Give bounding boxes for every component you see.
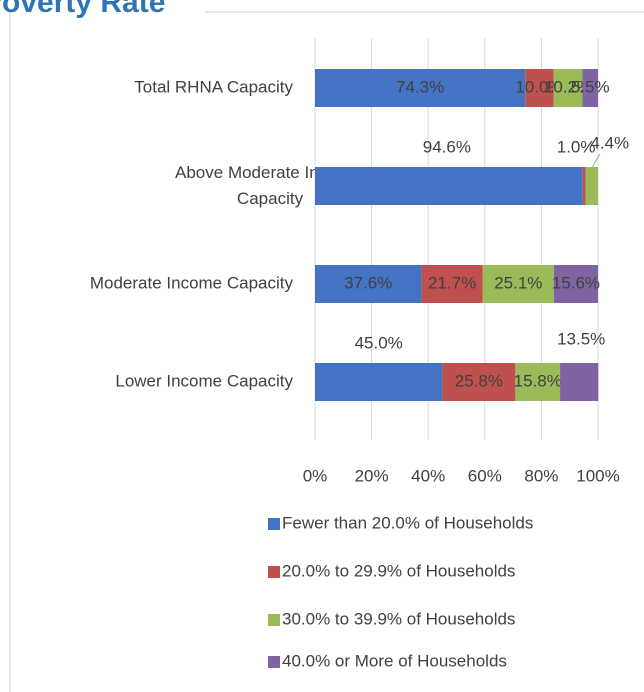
bar-segment: [582, 167, 586, 205]
bar-segment: [315, 167, 583, 205]
x-tick-label: 0%: [303, 466, 328, 485]
x-tick-label: 40%: [411, 466, 445, 485]
data-label: 45.0%: [355, 333, 403, 352]
data-label: 21.7%: [428, 273, 476, 292]
legend-label: 40.0% or More of Households: [282, 651, 507, 670]
y-tick-label: Lower Income Capacity: [115, 371, 293, 390]
data-label: 94.6%: [423, 137, 471, 156]
data-label: 1.0%: [557, 137, 596, 156]
data-label: 4.4%: [590, 133, 629, 152]
data-label: 10.2%: [544, 77, 592, 96]
bar-segment: [515, 363, 561, 401]
data-label: 15.8%: [514, 371, 562, 390]
data-label: 74.3%: [396, 77, 444, 96]
bar-segment: [421, 265, 483, 303]
leader-line: [591, 153, 601, 169]
data-label: 25.1%: [494, 273, 542, 292]
x-tick-label: 80%: [524, 466, 558, 485]
data-label: 10.0%: [515, 77, 563, 96]
y-tick-label: Total RHNA Capacity: [134, 77, 293, 96]
bar-segment: [525, 69, 554, 107]
x-tick-label: 20%: [355, 466, 389, 485]
bar-segment: [482, 265, 554, 303]
bar-segment: [315, 363, 443, 401]
y-tick-label: Moderate Income Capacity: [90, 273, 294, 292]
bar-segment: [553, 265, 598, 303]
bar-segment: [560, 363, 599, 401]
legend-swatch: [268, 518, 280, 530]
bar-segment: [585, 167, 598, 205]
data-label: 37.6%: [344, 273, 392, 292]
bar-segment: [315, 265, 422, 303]
x-tick-label: 100%: [576, 466, 619, 485]
bar-segment: [442, 363, 516, 401]
legend-swatch: [268, 566, 280, 578]
bar-segment: [582, 69, 598, 107]
legend-swatch: [268, 614, 280, 626]
data-label: 15.6%: [552, 273, 600, 292]
x-tick-label: 60%: [468, 466, 502, 485]
data-label: 25.8%: [455, 371, 503, 390]
chart-title: Poverty Rate: [0, 0, 165, 19]
data-label: 5.5%: [571, 77, 610, 96]
data-label: 13.5%: [557, 329, 605, 348]
legend-label: 30.0% to 39.9% of Households: [282, 609, 515, 628]
legend-label: 20.0% to 29.9% of Households: [282, 561, 515, 580]
bar-segment: [315, 69, 526, 107]
legend-swatch: [268, 656, 280, 668]
bar-segment: [553, 69, 583, 107]
legend-label: Fewer than 20.0% of Households: [282, 513, 533, 532]
